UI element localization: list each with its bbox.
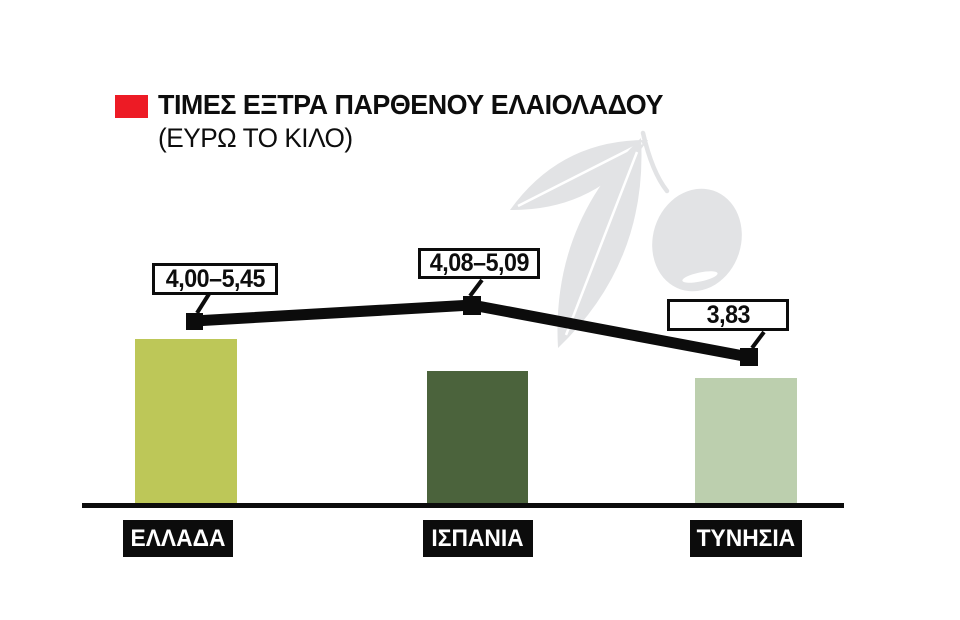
value-label-spain: 4,08–5,09 (418, 248, 540, 279)
value-label-text: 4,00–5,45 (165, 264, 265, 293)
leader-line (750, 330, 766, 350)
olive-highlight (682, 271, 718, 283)
leader-line (195, 292, 211, 315)
olive-stem-icon (640, 130, 670, 194)
olive-leaf-icon (557, 138, 642, 348)
bar-spain (427, 371, 528, 506)
category-label-spain: ΙΣΠΑΝΙΑ (423, 520, 533, 557)
value-label-tunisia: 3,83 (667, 299, 789, 331)
leaf-midrib (564, 151, 639, 336)
red-bullet-icon (115, 95, 148, 118)
value-label-greece: 4,00–5,45 (152, 263, 278, 295)
category-label-text: ΙΣΠΑΝΙΑ (431, 524, 525, 552)
category-label-tunisia: ΤΥΝΗΣΙΑ (690, 520, 802, 557)
category-label-greece: ΕΛΛΑΔΑ (123, 520, 233, 557)
leaf-midrib (517, 141, 643, 208)
price-marker-spain (463, 296, 481, 315)
olive-branch-illustration (510, 130, 742, 348)
leader-line (468, 278, 484, 298)
price-trend (186, 278, 766, 366)
chart-subtitle: (ΕΥΡΩ ΤΟ ΚΙΛΟ) (158, 123, 353, 153)
axis-baseline (82, 503, 844, 508)
bar-tunisia (695, 378, 797, 506)
olive-fruit-icon (652, 188, 742, 292)
category-label-text: ΤΥΝΗΣΙΑ (696, 524, 796, 552)
value-label-text: 3,83 (706, 300, 750, 329)
chart-title: ΤΙΜΕΣ ΕΞΤΡΑ ΠΑΡΘΕΝΟΥ ΕΛΑΙΟΛΑΔΟΥ (158, 89, 663, 120)
price-marker-greece (186, 313, 203, 330)
bar-greece (135, 339, 237, 506)
value-label-text: 4,08–5,09 (429, 249, 529, 277)
price-marker-tunisia (740, 348, 758, 366)
category-label-text: ΕΛΛΑΔΑ (130, 524, 226, 552)
